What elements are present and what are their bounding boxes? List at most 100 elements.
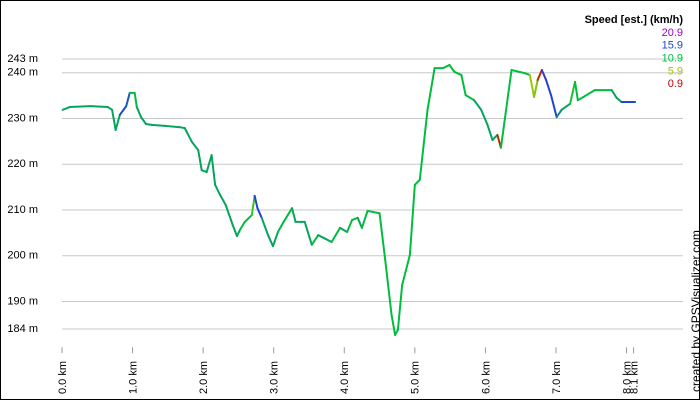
- elevation-segment: [125, 91, 131, 108]
- elevation-segment: [276, 220, 285, 233]
- elevation-segment: [111, 108, 117, 131]
- elevation-segment: [271, 230, 279, 248]
- elevation-segment: [330, 226, 342, 244]
- elevation-segment: [238, 220, 246, 232]
- elevation-segment: [140, 116, 147, 125]
- x-tick-label: 6.0 km: [480, 361, 492, 394]
- elevation-segment: [224, 203, 234, 227]
- elevation-segment: [540, 68, 548, 82]
- elevation-segment: [366, 209, 381, 215]
- elevation-segment: [528, 74, 536, 98]
- elevation-segment: [560, 102, 572, 111]
- x-tick-label: 5.0 km: [410, 361, 422, 394]
- elevation-segment: [569, 80, 577, 105]
- elevation-segment: [545, 79, 553, 97]
- credit: created by GPSVisualizer.com: [689, 230, 700, 392]
- elevation-segment: [303, 220, 313, 246]
- elevation-segment: [448, 63, 456, 73]
- elevation-segment: [360, 209, 369, 229]
- elevation-segment: [408, 183, 416, 256]
- elevation-segment: [555, 108, 563, 119]
- elevation-segment: [346, 219, 354, 233]
- elevation-segment: [356, 216, 363, 229]
- y-tick-label: 184 m: [7, 323, 38, 335]
- elevation-segment: [583, 89, 596, 98]
- elevation-segment: [267, 234, 274, 248]
- elevation-segment: [236, 229, 241, 238]
- elevation-segment: [183, 127, 193, 143]
- elevation-segment: [460, 74, 467, 97]
- elevation-segment: [378, 212, 387, 261]
- y-tick-label: 200 m: [7, 250, 38, 262]
- elevation-segment: [61, 106, 71, 111]
- elevation-segment: [317, 234, 325, 239]
- elevation-segment: [396, 284, 404, 331]
- elevation-segment: [351, 216, 359, 222]
- x-tick-label: 0.0 km: [57, 361, 69, 394]
- legend-value: 20.9: [662, 27, 683, 39]
- elevation-segment: [190, 140, 200, 152]
- x-tick-label: 1.0 km: [127, 361, 139, 394]
- elevation-segment: [533, 79, 539, 98]
- elevation-segment: [574, 80, 579, 102]
- legend-title: Speed [est.] (km/h): [585, 14, 684, 26]
- elevation-segment: [133, 91, 138, 109]
- elevation-segment: [610, 89, 618, 99]
- elevation-segment: [401, 253, 411, 287]
- x-tick-label: 2.0 km: [198, 361, 210, 394]
- elevation-segment: [253, 194, 259, 210]
- elevation-segment: [114, 113, 121, 131]
- y-tick-label: 240 m: [7, 67, 38, 79]
- elevation-segment: [89, 105, 109, 109]
- elevation-segment: [442, 63, 451, 70]
- x-tick-label: 7.0 km: [551, 361, 563, 394]
- elevation-segment: [339, 226, 349, 233]
- elevation-segment: [205, 154, 213, 174]
- elevation-segment: [615, 96, 623, 104]
- elevation-segment: [68, 105, 92, 109]
- elevation-segment: [197, 149, 203, 172]
- legend-value: 0.9: [668, 78, 683, 90]
- elevation-segment: [491, 133, 499, 142]
- elevation-segment: [486, 123, 494, 142]
- x-tick-label: 8.0 km: [621, 361, 633, 394]
- elevation-segment: [480, 108, 489, 126]
- elevation-segment: [413, 178, 421, 186]
- elevation-segment: [243, 214, 253, 223]
- y-tick-label: 210 m: [7, 204, 38, 216]
- elevation-segment: [536, 68, 543, 82]
- elevation-segment: [418, 108, 429, 181]
- elevation-segment: [282, 207, 294, 223]
- x-tick-label: 4.0 km: [339, 361, 351, 394]
- y-tick-label: 220 m: [7, 158, 38, 170]
- legend-value: 5.9: [668, 65, 683, 77]
- elevation-segment: [219, 193, 227, 206]
- elevation-segment: [426, 67, 436, 111]
- elevation-segment: [473, 99, 483, 111]
- elevation-segment: [256, 207, 263, 219]
- elevation-segment: [231, 224, 239, 238]
- elevation-segment: [384, 258, 393, 316]
- elevation-segment: [210, 154, 217, 186]
- elevation-segment: [550, 94, 558, 119]
- x-tick-label: 8.1 km: [629, 361, 641, 394]
- elevation-segment: [499, 68, 513, 149]
- elevation-segment: [260, 216, 270, 237]
- elevation-segment: [214, 183, 222, 196]
- elevation-segment: [390, 313, 397, 336]
- elevation-segment: [250, 194, 256, 217]
- elevation-segment: [510, 68, 526, 75]
- y-tick-label: 243 m: [7, 53, 38, 65]
- elevation-segment: [291, 207, 297, 223]
- y-tick-label: 190 m: [7, 295, 38, 307]
- elevation-segment: [164, 124, 181, 129]
- elevation-segment: [453, 70, 463, 77]
- elevation-segment: [464, 94, 476, 102]
- legend-value: 15.9: [662, 40, 683, 52]
- elevation-segment: [135, 106, 143, 119]
- x-tick-label: 3.0 km: [269, 361, 281, 394]
- elevation-segment: [118, 105, 128, 116]
- elevation-segment: [576, 95, 586, 102]
